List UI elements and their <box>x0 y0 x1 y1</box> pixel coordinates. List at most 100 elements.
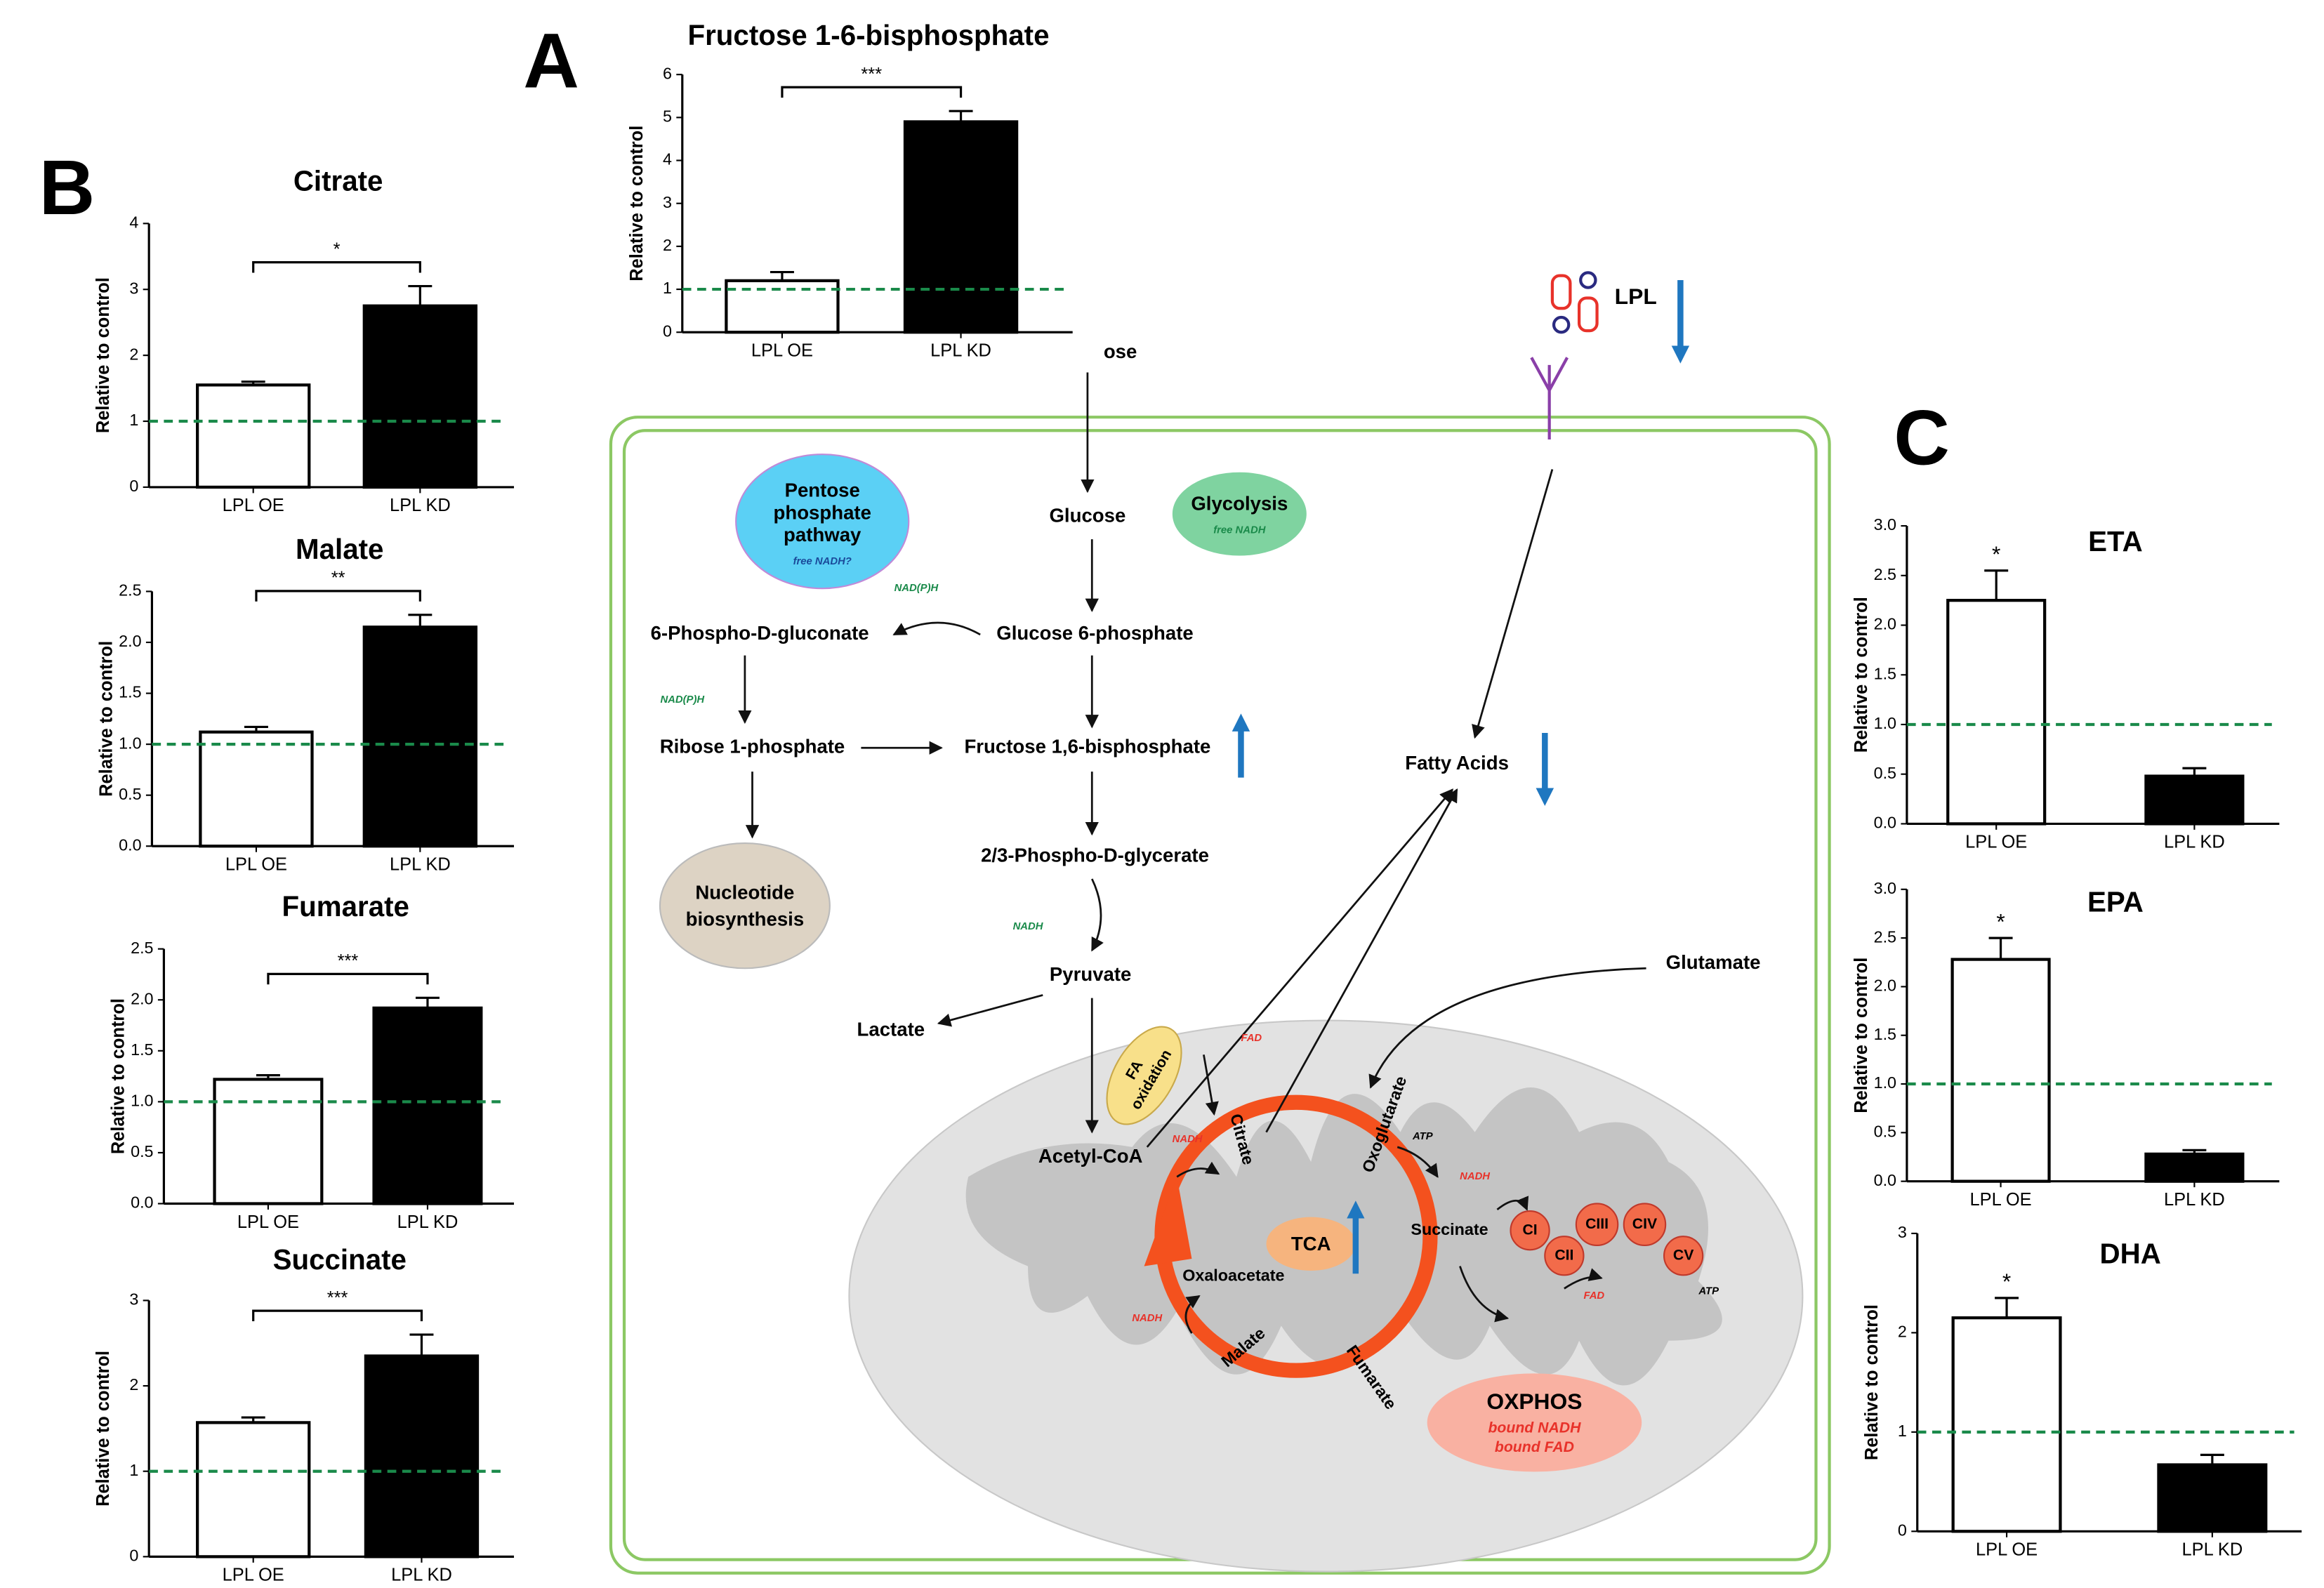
node-label: Glucose <box>1049 505 1125 527</box>
y-tick-label: 1.0 <box>131 1092 153 1110</box>
cofactor: ATP <box>1412 1131 1433 1142</box>
bar-chart: Fumarate Relative to control 0.0 0.5 1.0 1.5 2… <box>108 891 515 1232</box>
y-tick-label: 3 <box>129 279 138 297</box>
bar-chart: Succinate Relative to control 0 1 2 3 LPL OE LP… <box>93 1244 515 1585</box>
y-tick-label: 0.5 <box>131 1142 153 1160</box>
y-tick-label: 1.0 <box>1874 714 1896 732</box>
bar <box>903 120 1019 334</box>
y-tick-label: 0 <box>1898 1521 1907 1539</box>
chart-title: Fructose 1-6-bisphosphate <box>688 20 1050 51</box>
node-label: Glucose 6-phosphate <box>996 622 1193 644</box>
error-bar <box>241 1416 265 1423</box>
lpl-icon <box>1579 271 1597 289</box>
x-tick-label: LPL OE <box>1965 833 2027 852</box>
y-tick-label: 3 <box>1898 1223 1907 1241</box>
arrow <box>1265 788 1458 1133</box>
lpl-icon <box>1550 274 1572 310</box>
cofactor: NADH <box>1173 1134 1203 1145</box>
x-tick-label: LPL KD <box>2164 1190 2225 1210</box>
y-tick-label: 1 <box>1898 1422 1907 1440</box>
y-tick-label: 0.0 <box>119 835 141 854</box>
y-tick-label: 6 <box>663 64 672 82</box>
panel-label: B <box>39 145 95 231</box>
bar-chart: ETA Relative to control 0.0 0.5 1.0 1.5 2.0 2.5… <box>1851 515 2280 852</box>
x-tick-label: LPL OE <box>223 496 284 515</box>
y-tick-label: 0.0 <box>1874 1171 1896 1189</box>
y-tick-label: 1 <box>663 279 672 297</box>
y-tick-label: 0.5 <box>1874 764 1896 782</box>
y-tick-label: 2 <box>129 1375 138 1394</box>
y-tick-label: 1.0 <box>119 734 141 752</box>
significance-bracket <box>255 590 421 602</box>
lpl-anchor <box>1530 357 1569 440</box>
y-tick-label: 1.5 <box>131 1040 153 1059</box>
y-tick-label: 1.5 <box>1874 664 1896 682</box>
y-axis-label: Relative to control <box>93 277 113 433</box>
arrow <box>1397 1146 1439 1178</box>
bar <box>2144 1152 2245 1183</box>
arrow <box>1091 878 1104 952</box>
y-tick-label: 1.0 <box>1874 1073 1896 1092</box>
complex <box>1623 1203 1667 1246</box>
error-bar <box>1984 569 2009 601</box>
oxphos-node <box>1427 1373 1642 1472</box>
lpl-icon <box>1577 296 1599 333</box>
x-tick-label: LPL KD <box>390 855 451 875</box>
node-label: Lactate <box>857 1019 925 1040</box>
cofactor: NAD(P)H <box>894 583 939 594</box>
tca-node <box>1266 1217 1356 1271</box>
panel-label: A <box>523 18 579 105</box>
nucleotide-node <box>659 842 831 970</box>
y-tick-label: 2.5 <box>119 581 141 600</box>
x-tick-label: LPL OE <box>225 855 287 875</box>
node-label: Glycolysis <box>1191 493 1288 515</box>
y-tick-label: 2.5 <box>131 939 153 957</box>
complex-label: CIV <box>1632 1216 1657 1232</box>
y-axis-label: Relative to control <box>1851 958 1871 1113</box>
change-arrows <box>1232 279 1690 1274</box>
significance-bracket <box>267 972 429 985</box>
chart-title: Fumarate <box>282 891 409 922</box>
bar-chart: DHA Relative to control 0 1 2 3 LPL OE LPL KD * <box>1862 1223 2302 1560</box>
y-tick-label: 1 <box>129 411 138 429</box>
complex <box>1544 1236 1585 1276</box>
significance-label: * <box>334 239 341 259</box>
y-tick-label: 2.0 <box>131 989 153 1007</box>
y-tick-label: 2.0 <box>119 632 141 650</box>
y-tick-label: 3 <box>663 193 672 211</box>
cofactor: NAD(P)H <box>660 694 704 706</box>
y-tick-label: 2.0 <box>1874 615 1896 633</box>
complex-label: CIII <box>1585 1216 1609 1232</box>
complex <box>1663 1236 1704 1276</box>
error-bar <box>1988 937 2013 960</box>
error-bar <box>2200 1453 2224 1465</box>
bar <box>362 304 478 489</box>
complex-label: CV <box>1673 1247 1694 1263</box>
x-tick-label: LPL OE <box>751 341 813 361</box>
node-label: phosphate <box>774 501 871 523</box>
node-label: pathway <box>784 524 861 545</box>
node-label: biosynthesis <box>686 908 805 930</box>
bar <box>196 1421 311 1559</box>
y-axis-label: Relative to control <box>627 126 647 282</box>
significance-label: * <box>2002 1269 2011 1294</box>
x-tick-label: LPL KD <box>390 496 451 515</box>
glycolysis-node <box>1172 472 1307 556</box>
bar <box>364 1354 480 1559</box>
error-bar <box>1995 1297 2019 1318</box>
node-label: 2/3-Phospho-D-glycerate <box>981 844 1209 866</box>
x-tick-label: LPL KD <box>397 1212 458 1232</box>
complex <box>1575 1203 1619 1246</box>
arrow <box>937 994 1043 1027</box>
significance-label: ** <box>331 569 345 588</box>
arrow <box>892 621 981 636</box>
node-label: 6-Phospho-D-gluconate <box>651 622 869 644</box>
bar <box>1951 1316 2062 1533</box>
node-label: Glutamate <box>1666 951 1761 973</box>
y-tick-label: 3.0 <box>1874 879 1896 897</box>
significance-bracket <box>781 86 963 98</box>
node-label: Nucleotide <box>695 881 794 903</box>
error-bar <box>244 725 268 732</box>
y-tick-label: 4 <box>129 213 138 232</box>
error-bar <box>949 110 973 122</box>
